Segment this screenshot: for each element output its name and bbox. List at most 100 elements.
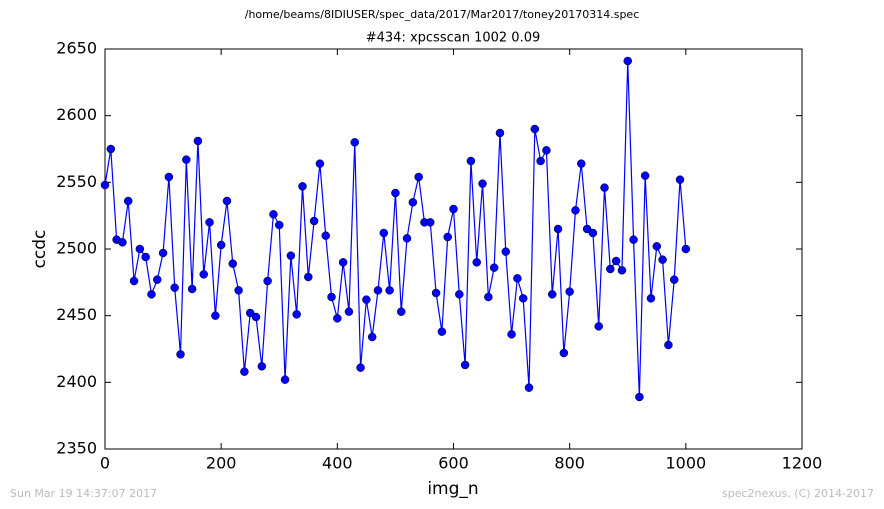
data-point [617,266,627,275]
data-point [536,156,545,166]
data-point [298,182,307,191]
data-point [118,238,127,247]
data-point [309,216,319,226]
data-point [635,392,644,402]
x-tick-label: 800 [554,454,585,473]
y-axis-label: ccdc [30,230,50,269]
data-point [211,311,220,320]
data-point [675,175,685,184]
data-point [234,286,243,295]
data-point [582,224,592,234]
data-point [489,263,499,272]
chart-title: #434: xpcsscan 1002 0.09 [366,31,541,46]
data-point [367,332,377,342]
data-point [275,220,284,230]
y-tick-label: 2600 [56,105,97,124]
data-point [292,310,301,319]
data-point [385,286,394,295]
data-point [629,235,638,244]
data-point [530,124,540,134]
y-tick-label: 2350 [56,439,97,458]
data-point [286,251,296,260]
data-point [304,272,313,282]
data-point [547,290,557,299]
data-point [658,255,667,264]
data-point [669,275,679,284]
data-point [350,138,360,147]
x-tick-label: 200 [206,454,237,473]
data-point [414,172,423,182]
data-point [344,307,354,316]
data-point [147,290,156,299]
data-point [333,314,342,323]
x-tick-label: 600 [438,454,469,473]
data-point [484,292,493,302]
data-point [640,171,650,180]
data-point [123,196,133,206]
data-point [106,144,116,154]
data-point [216,240,226,250]
x-tick-label: 0 [100,454,110,473]
data-point [373,286,383,295]
data-point [443,232,452,242]
data-point [681,244,691,254]
data-point [396,307,406,316]
plot-frame [104,48,803,450]
data-point [652,242,662,251]
data-point [153,275,162,284]
y-tick-label: 2500 [56,239,97,258]
data-point [356,363,365,372]
data-point [315,159,325,168]
data-point [338,258,348,267]
data-point [135,244,145,254]
data-point [460,360,470,370]
data-point [437,327,447,336]
data-point [263,276,272,286]
data-point [100,180,110,190]
data-point [129,276,139,286]
data-line [104,60,687,398]
data-point [141,252,150,262]
data-point [187,284,197,294]
y-tick-label: 2550 [56,172,97,191]
data-point [408,198,418,207]
data-point [507,330,516,339]
data-point [280,375,290,384]
data-point [327,292,336,302]
data-point [379,228,389,238]
data-point [176,350,185,359]
data-point [600,183,609,192]
y-tick-label: 2400 [56,372,97,391]
data-point [251,312,261,322]
data-point [606,264,615,274]
data-point [466,156,476,166]
data-point [391,188,400,198]
data-point [402,234,412,243]
data-point [518,294,528,303]
data-point [594,322,603,331]
data-point [588,228,598,238]
data-point [664,340,673,350]
data-point [222,196,232,206]
footer-left: Sun Mar 19 14:37:07 2017 [10,487,157,500]
data-point [611,256,621,266]
data-point [269,210,278,219]
data-point [542,146,551,155]
data-point [158,248,168,258]
data-point [431,288,441,298]
data-point [472,258,481,267]
data-point [170,283,179,292]
data-point [426,218,435,227]
data-point [501,247,511,256]
x-tick-label: 400 [322,454,353,473]
data-point [228,259,238,268]
data-point [321,231,330,240]
data-point [577,159,586,168]
data-point [362,295,371,304]
data-point [565,287,574,296]
data-point [455,290,464,299]
data-point [495,128,505,138]
data-point [182,155,191,164]
y-tick-label: 2450 [56,305,97,324]
